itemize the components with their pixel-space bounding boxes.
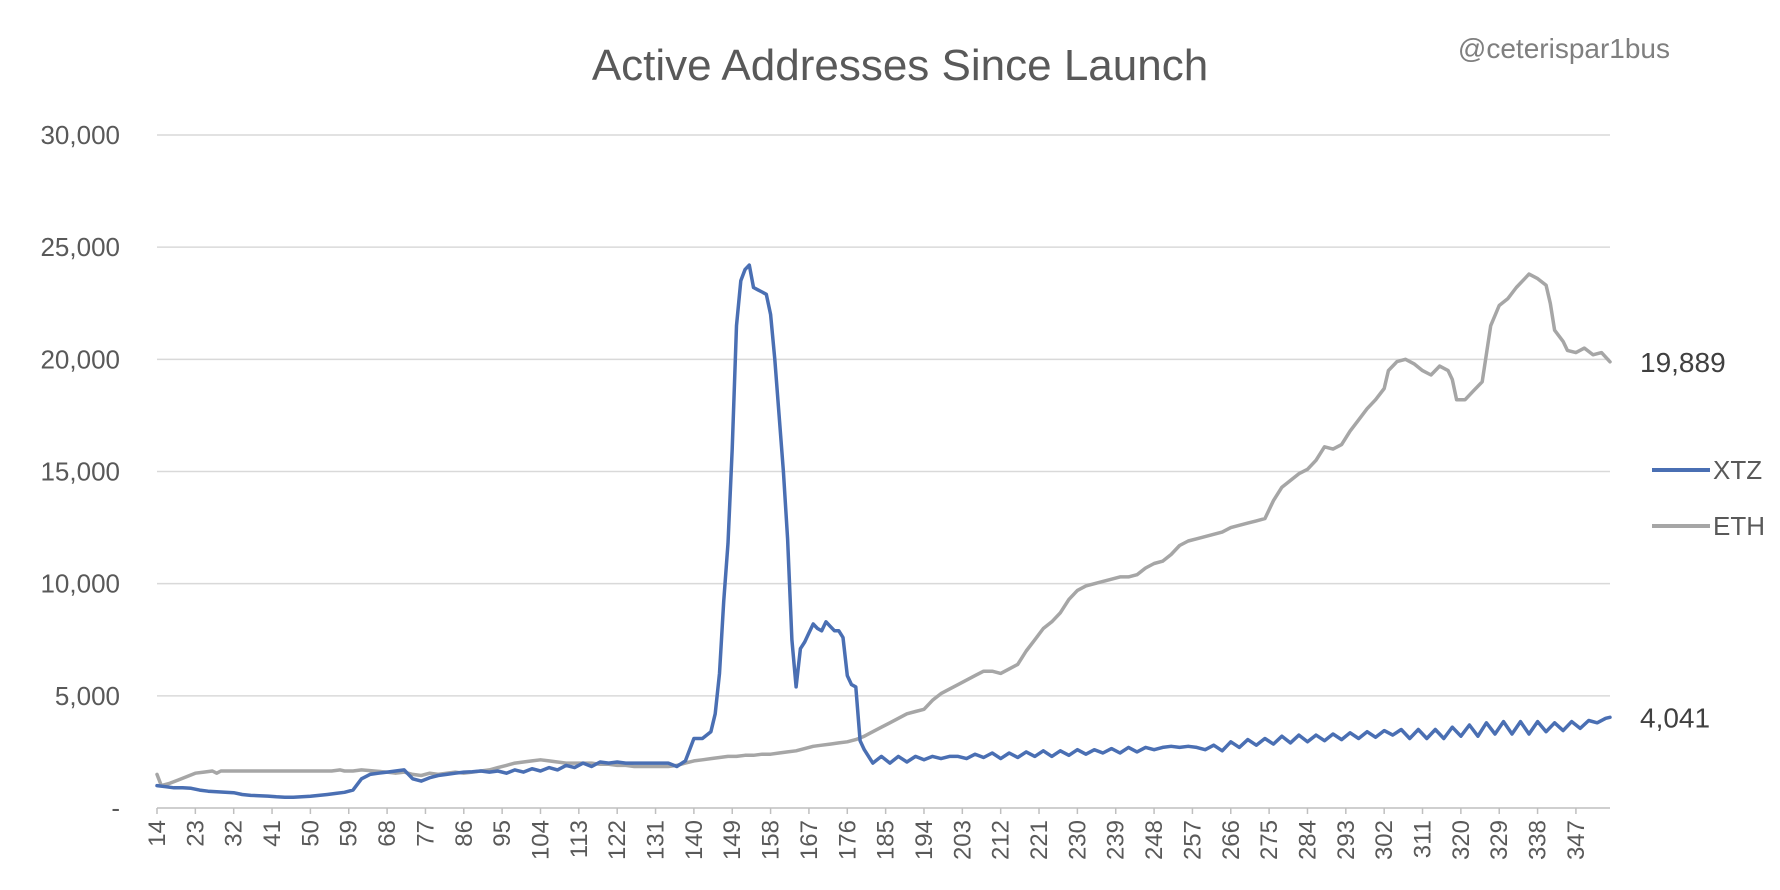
x-tick-label: 167 [796, 820, 823, 860]
x-tick-label: 230 [1064, 820, 1091, 860]
x-tick-label: 140 [681, 820, 708, 860]
x-tick-label: 347 [1563, 820, 1590, 860]
x-tick-label: 14 [144, 820, 171, 847]
series-line-eth [155, 272, 1612, 788]
y-tick-label: 15,000 [40, 457, 120, 487]
x-tick-label: 275 [1256, 820, 1283, 860]
x-tick-label: 320 [1448, 820, 1475, 860]
x-axis-ticks: 14 23 32 41 50 59 68 77 86 95 104 113 122 131 140 149 15… [144, 808, 1590, 860]
end-label-eth: 19,889 [1640, 347, 1726, 378]
x-tick-label: 257 [1179, 820, 1206, 860]
legend-label-eth: ETH [1713, 511, 1765, 541]
x-tick-label: 293 [1333, 820, 1360, 860]
legend-label-xtz: XTZ [1713, 455, 1762, 485]
y-tick-label: 5,000 [55, 681, 120, 711]
x-tick-label: 221 [1026, 820, 1053, 860]
x-tick-label: 158 [758, 820, 785, 860]
y-axis-ticks: - 5,000 10,000 15,000 20,000 25,000 30,000 [40, 120, 120, 823]
series-line-xtz [155, 263, 1612, 799]
x-tick-label: 149 [719, 820, 746, 860]
x-tick-label: 77 [412, 820, 439, 847]
author-handle: @ceterispar1bus [1458, 33, 1670, 64]
x-tick-label: 302 [1371, 820, 1398, 860]
x-tick-label: 203 [949, 820, 976, 860]
y-tick-label: 10,000 [40, 569, 120, 599]
x-tick-label: 50 [297, 820, 324, 847]
x-tick-label: 86 [451, 820, 478, 847]
x-tick-label: 239 [1103, 820, 1130, 860]
y-tick-label: 30,000 [40, 120, 120, 150]
x-tick-label: 122 [604, 820, 631, 860]
series-lines [155, 263, 1612, 799]
end-label-xtz: 4,041 [1640, 702, 1710, 733]
x-tick-label: 59 [336, 820, 363, 847]
x-tick-label: 194 [911, 820, 938, 860]
x-tick-label: 329 [1486, 820, 1513, 860]
y-tick-label: 20,000 [40, 344, 120, 374]
y-tick-label: - [111, 793, 120, 823]
x-tick-label: 212 [988, 820, 1015, 860]
x-tick-label: 311 [1410, 820, 1437, 858]
gridlines [157, 134, 1610, 809]
x-tick-label: 284 [1294, 820, 1321, 860]
x-tick-label: 131 [643, 820, 670, 860]
chart-title: Active Addresses Since Launch [592, 41, 1208, 90]
x-tick-label: 95 [489, 820, 516, 847]
end-value-labels: 4,041 19,889 [1640, 347, 1726, 734]
x-tick-label: 176 [834, 820, 861, 860]
x-tick-label: 23 [182, 820, 209, 847]
x-tick-label: 104 [527, 820, 554, 860]
x-tick-label: 113 [566, 820, 593, 858]
x-tick-label: 41 [259, 820, 286, 847]
x-tick-label: 266 [1218, 820, 1245, 860]
x-tick-label: 248 [1141, 820, 1168, 860]
x-tick-label: 68 [374, 820, 401, 847]
y-tick-label: 25,000 [40, 232, 120, 262]
legend: XTZ ETH [1652, 455, 1765, 541]
x-tick-label: 185 [873, 820, 900, 860]
x-tick-label: 338 [1525, 820, 1552, 860]
x-tick-label: 32 [221, 820, 248, 847]
